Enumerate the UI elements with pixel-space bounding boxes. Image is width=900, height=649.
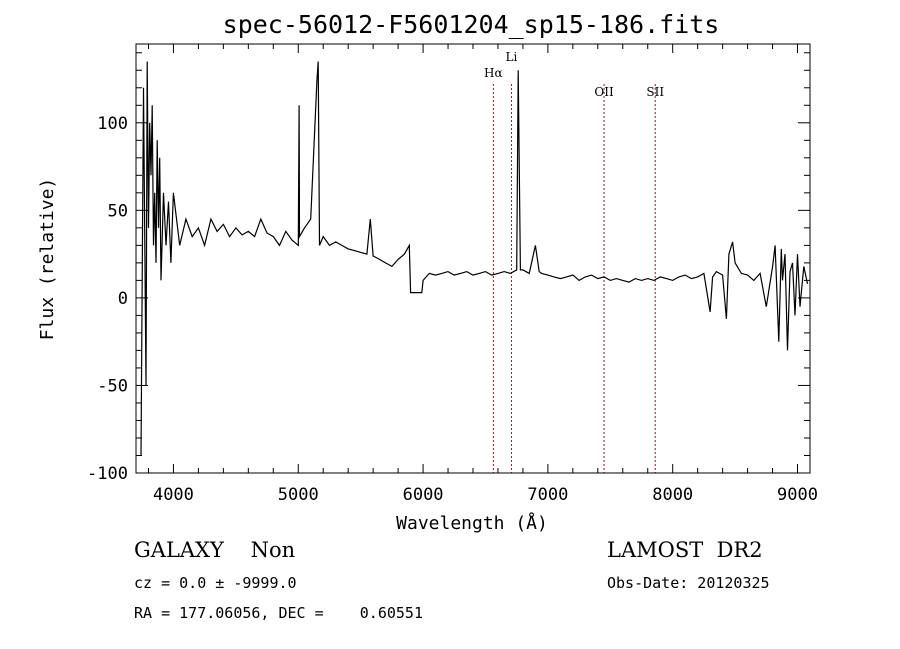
coordinates-text: RA = 177.06056, DEC = 0.60551 (134, 604, 423, 622)
y-axis-label: Flux (relative) (37, 178, 58, 341)
x-axis: 4000 5000 6000 7000 8000 9000 (147, 44, 818, 505)
object-class: GALAXY Non (134, 538, 296, 562)
x-tick-label: 8000 (652, 485, 693, 505)
x-tick-label: 4000 (153, 485, 194, 505)
plot-frame (135, 43, 811, 474)
x-tick-label: 6000 (403, 485, 444, 505)
y-tick-label: 100 (97, 114, 128, 134)
spectrum-line (140, 61, 809, 456)
line-marker-label: Li (506, 50, 518, 64)
y-tick-label: -50 (97, 376, 128, 396)
line-marker-label: Hα (484, 66, 503, 80)
obs-date-text: Obs-Date: 20120325 (607, 574, 770, 592)
line-marker-label: OII (594, 85, 614, 99)
survey-name: LAMOST DR2 (607, 538, 763, 562)
x-tick-label: 5000 (278, 485, 319, 505)
y-tick-label: 50 (108, 201, 128, 221)
x-tick-label: 9000 (777, 485, 818, 505)
y-tick-label: 0 (118, 289, 128, 309)
chart-title: spec-56012-F5601204_sp15-186.fits (223, 10, 720, 39)
redshift-text: cz = 0.0 ± -9999.0 (134, 574, 297, 592)
x-axis-label: Wavelength (Å) (396, 512, 548, 534)
y-tick-label: -100 (87, 464, 128, 484)
y-axis: -100 -50 0 50 100 (87, 52, 810, 484)
line-marker-label: SII (646, 85, 664, 99)
x-tick-label: 7000 (527, 485, 568, 505)
